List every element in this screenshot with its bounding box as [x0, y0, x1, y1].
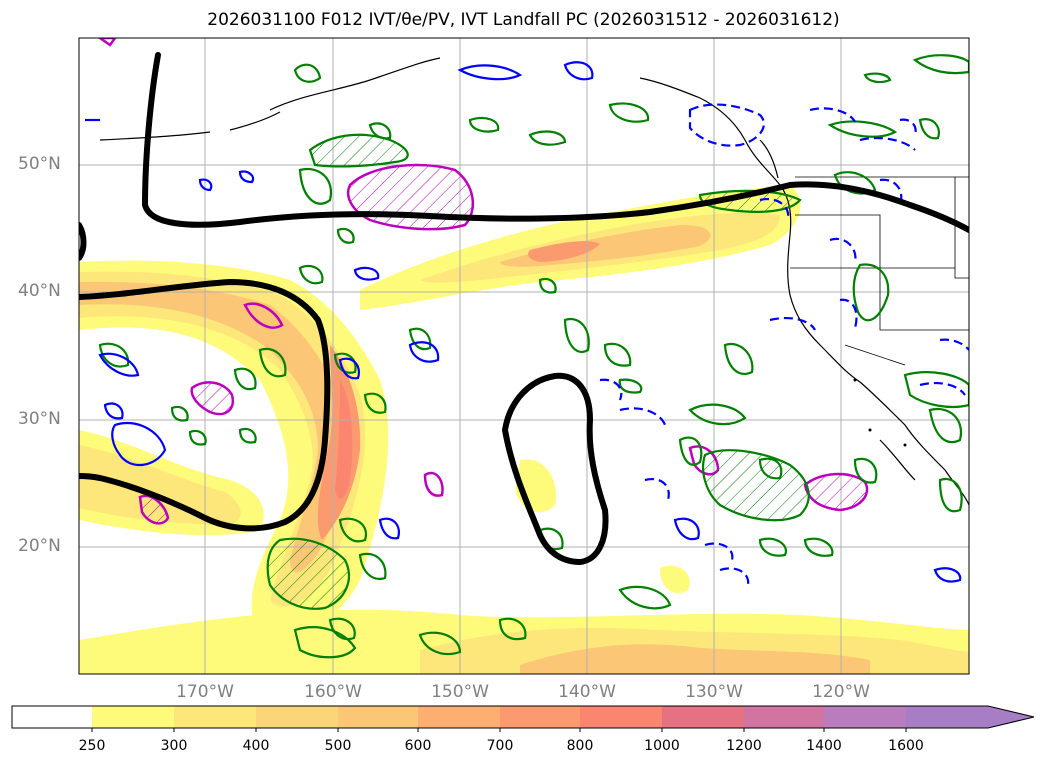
- colorbar-tick-label: 1600: [888, 738, 924, 754]
- lat-label-20n: 20°N: [18, 536, 61, 556]
- state-borders: [790, 176, 969, 366]
- colorbar-tick-label: 400: [242, 738, 270, 754]
- pv-negative-contours: [85, 61, 962, 583]
- theta-e-contours: [79, 52, 969, 566]
- map-title: 2026031100 F012 IVT/θe/PV, IVT Landfall …: [207, 10, 840, 30]
- colorbar-tick-label: 800: [566, 738, 594, 754]
- lat-label-40n: 40°N: [18, 281, 61, 301]
- map-frame: [78, 37, 970, 675]
- lon-label-120w: 120°W: [812, 682, 870, 702]
- colorbar-tick-label: 500: [324, 738, 352, 754]
- lon-label-170w: 170°W: [176, 682, 234, 702]
- coastline: [99, 57, 969, 506]
- islands: [853, 378, 907, 447]
- colorbar-tick-label: 700: [486, 738, 514, 754]
- lon-label-150w: 150°W: [431, 682, 489, 702]
- pv-positive-contours: [98, 54, 969, 659]
- colorbar: [11, 705, 1035, 732]
- lat-label-50n: 50°N: [18, 154, 61, 174]
- lon-label-130w: 130°W: [685, 682, 743, 702]
- pv-negative-dashed: [599, 103, 969, 586]
- lat-label-30n: 30°N: [18, 409, 61, 429]
- lon-label-160w: 160°W: [304, 682, 362, 702]
- colorbar-tick-label: 300: [160, 738, 188, 754]
- colorbar-tick-label: 250: [78, 738, 106, 754]
- lon-label-140w: 140°W: [558, 682, 616, 702]
- colorbar-tick-label: 1000: [644, 738, 680, 754]
- graticule: [79, 38, 969, 674]
- colorbar-tick-label: 1200: [726, 738, 762, 754]
- colorbar-tick-label: 1400: [806, 738, 842, 754]
- ivt-shading: [79, 185, 969, 674]
- colorbar-tick-label: 600: [404, 738, 432, 754]
